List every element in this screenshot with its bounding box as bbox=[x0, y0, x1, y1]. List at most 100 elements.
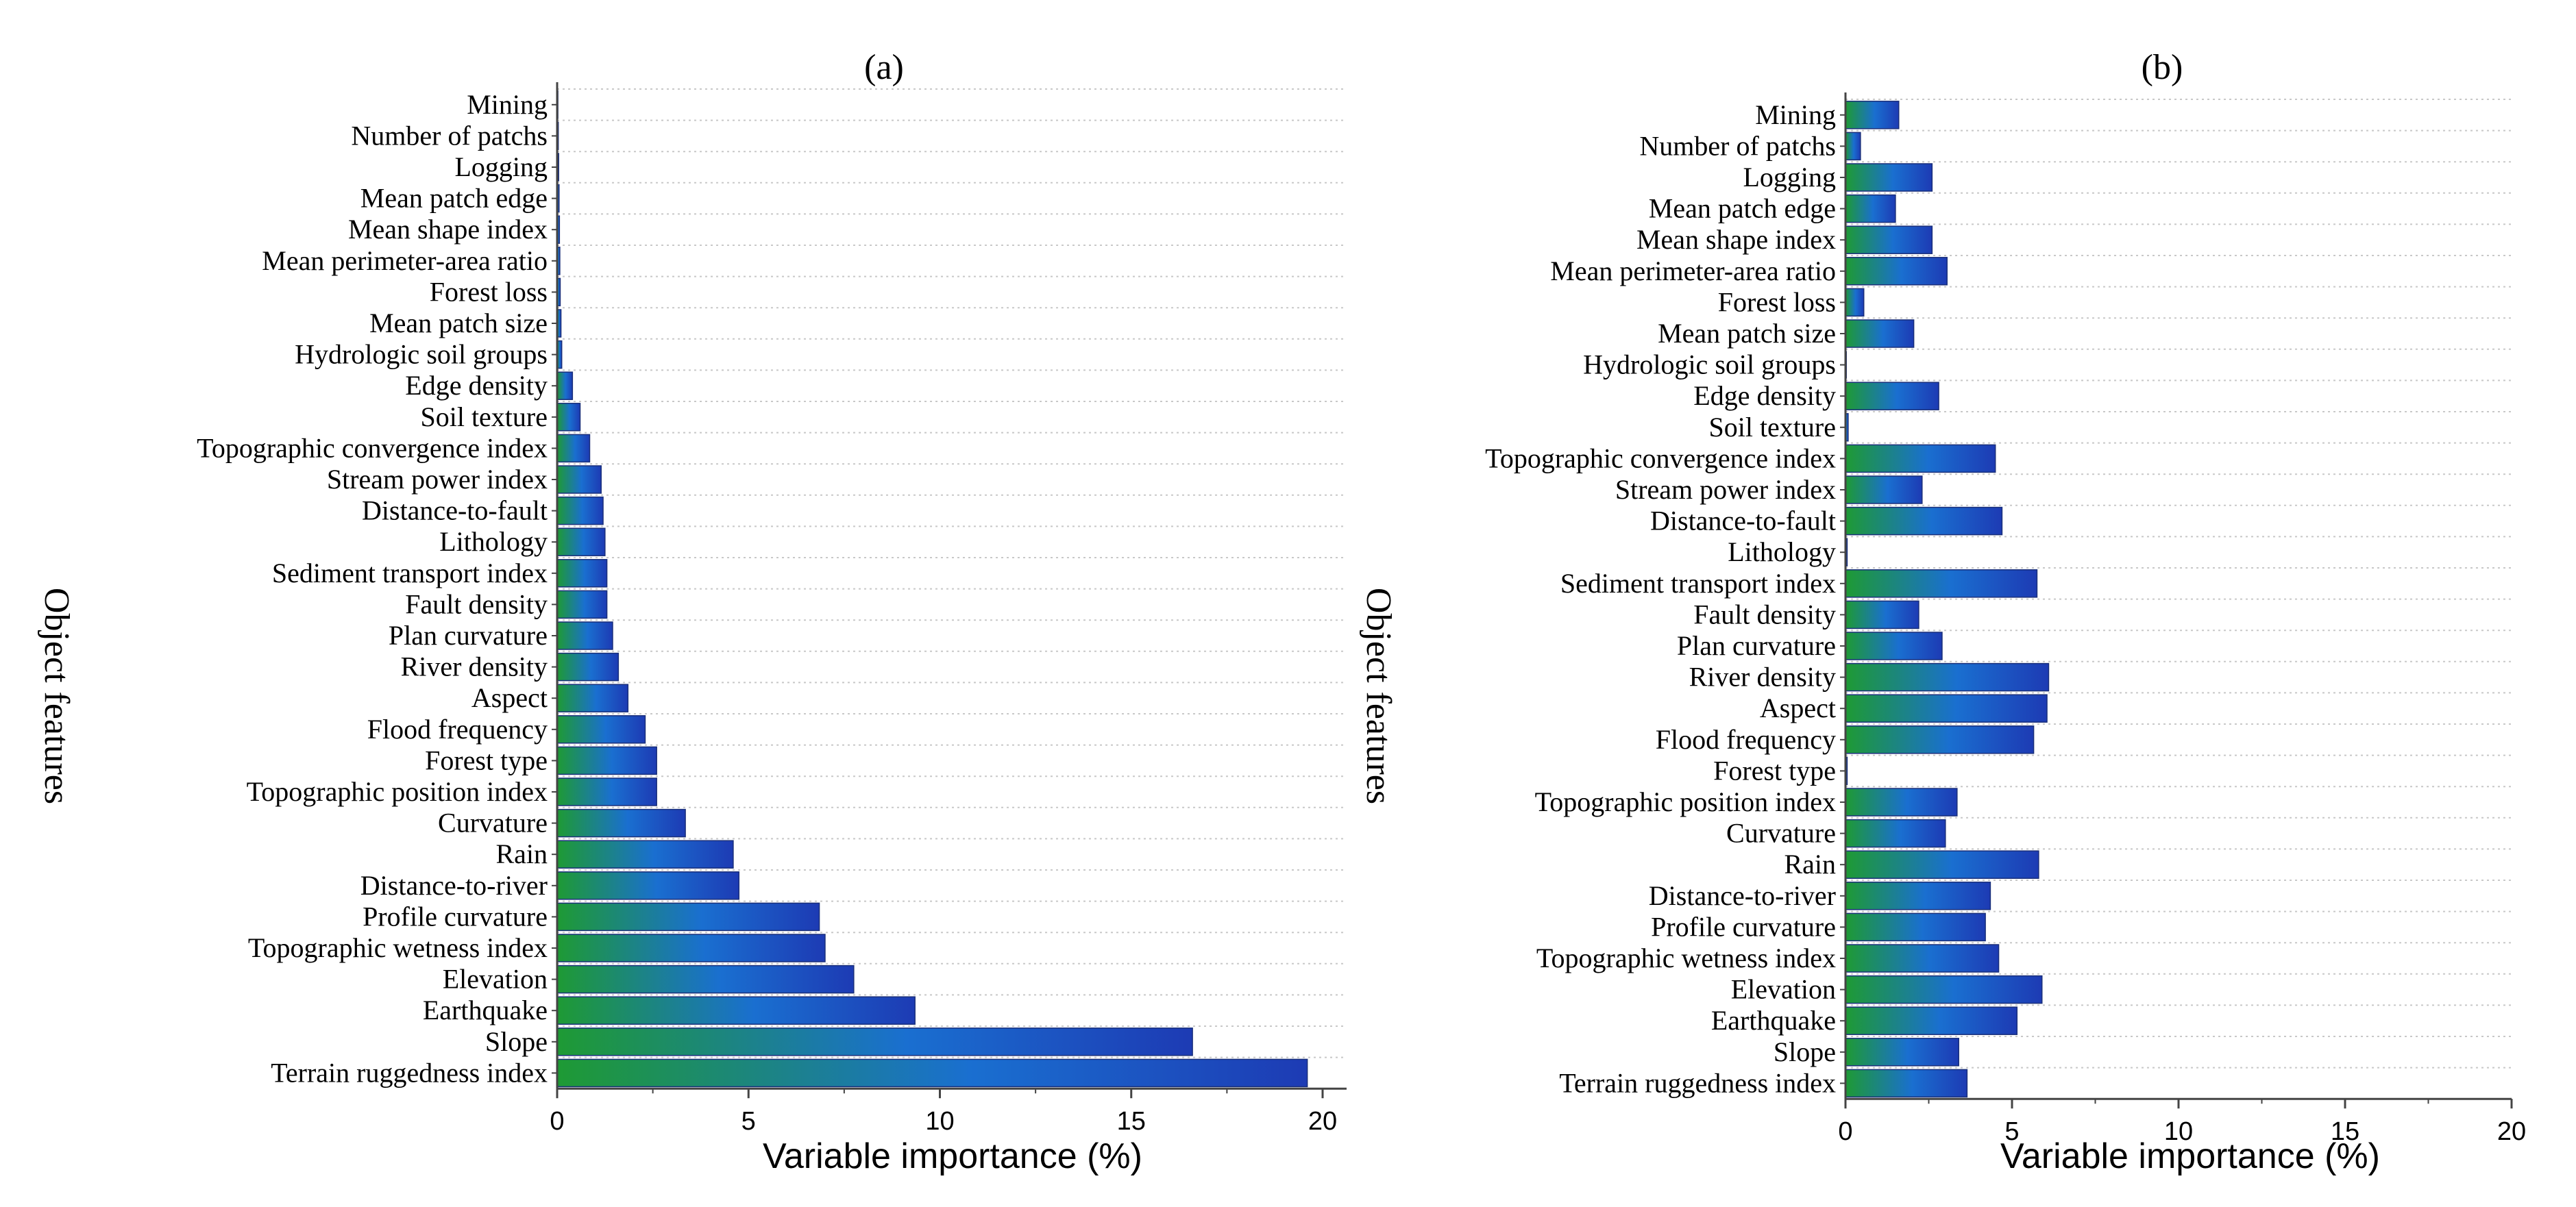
category-label-a-15: Sediment transport index bbox=[272, 558, 548, 588]
category-label-a-25: Distance-to-river bbox=[360, 870, 548, 901]
bar-b-17 bbox=[1845, 632, 1943, 660]
category-label-a-23: Curvature bbox=[438, 808, 548, 838]
category-label-b-11: Topographic convergence index bbox=[1485, 443, 1836, 473]
bar-b-20 bbox=[1845, 725, 2035, 754]
category-label-b-14: Lithology bbox=[1728, 536, 1836, 567]
category-label-b-1: Number of patchs bbox=[1639, 130, 1836, 161]
bar-a-14 bbox=[556, 527, 606, 556]
bar-b-30 bbox=[1845, 1038, 1959, 1067]
category-label-a-27: Topographic wetness index bbox=[248, 932, 548, 963]
x-tick-label-b-0: 0 bbox=[1838, 1117, 1852, 1146]
category-label-a-22: Topographic position index bbox=[247, 776, 548, 807]
category-label-b-13: Distance-to-fault bbox=[1650, 506, 1836, 536]
category-label-a-4: Mean shape index bbox=[348, 214, 548, 245]
x-tick-label-b-20: 20 bbox=[2497, 1117, 2526, 1146]
bar-b-29 bbox=[1845, 1006, 2018, 1035]
chart-panel-b: (b) Variable importance (%) Object featu… bbox=[1359, 48, 2526, 1176]
bar-a-31 bbox=[556, 1058, 1308, 1088]
bar-b-7 bbox=[1845, 319, 1915, 348]
category-label-b-15: Sediment transport index bbox=[1560, 568, 1836, 599]
category-label-b-18: River density bbox=[1689, 662, 1836, 693]
category-label-a-29: Earthquake bbox=[423, 995, 548, 1025]
category-label-a-21: Forest type bbox=[425, 745, 548, 775]
x-tick-label-a-15: 15 bbox=[1117, 1107, 1146, 1136]
category-label-b-2: Logging bbox=[1743, 162, 1836, 192]
bar-b-9 bbox=[1845, 382, 1939, 410]
category-label-a-11: Topographic convergence index bbox=[197, 432, 548, 463]
bar-b-12 bbox=[1845, 475, 1923, 504]
category-label-b-22: Topographic position index bbox=[1535, 786, 1836, 817]
bar-b-1 bbox=[1845, 132, 1861, 161]
category-label-b-21: Forest type bbox=[1713, 755, 1836, 786]
category-label-b-8: Hydrologic soil groups bbox=[1583, 349, 1836, 380]
bar-a-12 bbox=[556, 465, 602, 494]
bar-a-18 bbox=[556, 652, 620, 682]
category-label-a-6: Forest loss bbox=[430, 276, 548, 307]
category-label-a-2: Logging bbox=[454, 151, 548, 182]
bar-a-27 bbox=[556, 934, 826, 962]
category-label-a-19: Aspect bbox=[471, 682, 548, 713]
category-label-b-0: Mining bbox=[1755, 99, 1836, 130]
x-tick-label-b-5: 5 bbox=[2004, 1117, 2019, 1146]
bar-b-27 bbox=[1845, 944, 2000, 973]
category-label-b-6: Forest loss bbox=[1718, 286, 1836, 317]
bar-b-5 bbox=[1845, 257, 1948, 286]
category-label-b-5: Mean perimeter-area ratio bbox=[1550, 256, 1836, 286]
bar-a-25 bbox=[556, 871, 740, 900]
chart-title-a: (a) bbox=[864, 48, 904, 87]
category-label-b-27: Topographic wetness index bbox=[1536, 943, 1836, 973]
bar-a-13 bbox=[556, 496, 604, 525]
x-tick-label-a-0: 0 bbox=[550, 1107, 564, 1136]
bar-b-22 bbox=[1845, 788, 1958, 817]
chart-panel-a: (a) Variable importance (%) Object featu… bbox=[37, 48, 1347, 1176]
category-label-a-7: Mean patch size bbox=[369, 308, 548, 338]
bar-a-10 bbox=[556, 403, 581, 432]
bar-a-22 bbox=[556, 777, 657, 806]
category-label-b-30: Slope bbox=[1774, 1036, 1836, 1067]
category-label-a-31: Terrain ruggedness index bbox=[271, 1057, 548, 1088]
bar-a-30 bbox=[556, 1028, 1193, 1056]
category-label-b-25: Distance-to-river bbox=[1649, 880, 1836, 911]
x-axis-title-a: Variable importance (%) bbox=[763, 1136, 1142, 1176]
category-label-b-24: Rain bbox=[1784, 849, 1836, 880]
bar-a-19 bbox=[556, 684, 629, 712]
bar-b-18 bbox=[1845, 662, 2050, 692]
bar-a-21 bbox=[556, 746, 657, 775]
x-tick-label-b-10: 10 bbox=[2164, 1117, 2193, 1146]
bar-b-25 bbox=[1845, 882, 1991, 910]
bar-b-23 bbox=[1845, 819, 1946, 848]
category-label-a-12: Stream power index bbox=[327, 464, 548, 495]
bar-a-16 bbox=[556, 590, 608, 619]
bar-b-2 bbox=[1845, 163, 1933, 192]
bar-a-17 bbox=[556, 621, 613, 650]
category-label-b-17: Plan curvature bbox=[1677, 630, 1836, 661]
bar-b-3 bbox=[1845, 194, 1896, 223]
category-label-a-5: Mean perimeter-area ratio bbox=[262, 245, 548, 276]
bar-b-6 bbox=[1845, 288, 1865, 317]
category-label-b-9: Edge density bbox=[1693, 380, 1836, 411]
category-label-b-3: Mean patch edge bbox=[1649, 193, 1836, 224]
bar-b-26 bbox=[1845, 912, 1986, 942]
bar-b-0 bbox=[1845, 101, 1900, 129]
bar-a-29 bbox=[556, 996, 916, 1025]
category-label-b-10: Soil texture bbox=[1708, 412, 1836, 443]
category-label-b-28: Elevation bbox=[1731, 974, 1836, 1005]
bar-a-20 bbox=[556, 715, 646, 744]
category-label-a-20: Flood frequency bbox=[367, 714, 548, 745]
category-label-b-29: Earthquake bbox=[1711, 1005, 1836, 1036]
category-label-a-1: Number of patchs bbox=[351, 120, 548, 151]
category-label-a-24: Rain bbox=[495, 838, 548, 869]
bar-b-31 bbox=[1845, 1069, 1968, 1098]
category-label-b-26: Profile curvature bbox=[1651, 911, 1836, 942]
bar-a-28 bbox=[556, 965, 855, 994]
bar-b-19 bbox=[1845, 694, 2048, 723]
bar-b-24 bbox=[1845, 850, 2039, 879]
category-label-a-0: Mining bbox=[467, 89, 548, 120]
category-label-a-9: Edge density bbox=[405, 370, 548, 401]
category-label-a-26: Profile curvature bbox=[363, 901, 548, 932]
category-label-a-18: River density bbox=[401, 651, 548, 682]
bar-b-11 bbox=[1845, 444, 1996, 473]
category-label-a-30: Slope bbox=[485, 1026, 548, 1057]
bar-b-4 bbox=[1845, 225, 1933, 254]
category-label-b-4: Mean shape index bbox=[1636, 224, 1836, 255]
